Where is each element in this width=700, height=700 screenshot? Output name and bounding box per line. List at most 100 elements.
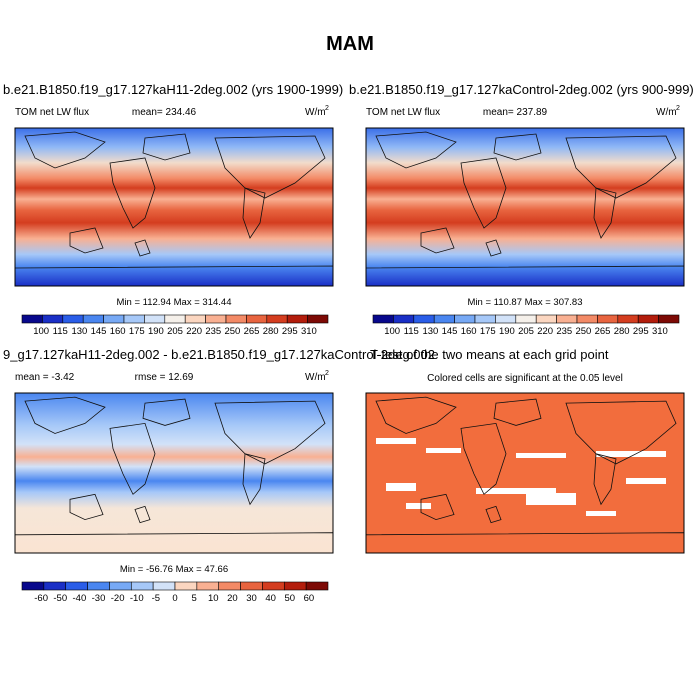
colorbar-label: 145	[442, 326, 458, 337]
colorbar-label: 160	[461, 326, 477, 337]
colorbar-label: 100	[384, 326, 400, 337]
coastline	[109, 422, 156, 495]
non-significant-cell	[526, 493, 576, 505]
colorbar-label: 60	[304, 593, 315, 604]
non-significant-cell	[426, 448, 461, 453]
colorbar-box	[21, 314, 43, 324]
colorbar-box	[305, 581, 329, 591]
colorbar-box	[103, 314, 125, 324]
colorbar-label: 50	[284, 593, 295, 604]
colorbar-label: 175	[129, 326, 145, 337]
colorbar-label: 5	[191, 593, 196, 604]
colorbar-label: -5	[152, 593, 160, 604]
colorbar-box	[184, 314, 206, 324]
colorbar-box	[495, 314, 517, 324]
colorbar-label: 295	[633, 326, 649, 337]
panel-left-label: mean = -3.42	[15, 372, 75, 383]
figure-title: MAM	[326, 33, 374, 55]
coastline	[69, 227, 104, 254]
colorbar-label: 115	[53, 326, 68, 337]
colorbar-box	[144, 314, 166, 324]
min-max-label: Min = -56.76 Max = 47.66	[120, 564, 228, 575]
colorbar-label: 205	[167, 326, 183, 337]
colorbar-box	[658, 314, 680, 324]
coastline	[109, 157, 156, 229]
colorbar-box	[205, 314, 227, 324]
coastline	[375, 131, 457, 169]
coastline	[565, 135, 677, 199]
colorbar-label: 310	[652, 326, 668, 337]
coastline	[142, 133, 191, 161]
units-superscript: 2	[325, 370, 329, 377]
colorbar-label: 280	[263, 326, 279, 337]
map-field	[366, 128, 684, 286]
panel-left-label: TOM net LW flux	[15, 107, 89, 118]
colorbar-label: 295	[282, 326, 298, 337]
units-superscript: 2	[325, 105, 329, 112]
map-field	[15, 393, 333, 553]
colorbar-box	[266, 314, 288, 324]
colorbar-label: 30	[246, 593, 257, 604]
units: W/m	[305, 107, 326, 118]
panel-center-label: mean= 237.89	[483, 107, 548, 118]
colorbar-box	[393, 314, 415, 324]
colorbar-label: 235	[205, 326, 221, 337]
colorbar-box	[597, 314, 619, 324]
units: W/m	[656, 107, 677, 118]
colorbar-label: 205	[518, 326, 534, 337]
colorbar-box	[283, 581, 307, 591]
map-frame	[365, 392, 685, 554]
colorbar-box	[152, 581, 176, 591]
coastline	[134, 239, 151, 257]
units-superscript: 2	[676, 105, 680, 112]
non-significant-cell	[626, 478, 666, 484]
coastline	[214, 400, 326, 465]
coastline	[134, 505, 151, 524]
colorbar-label: 250	[575, 326, 591, 337]
coastline	[375, 396, 457, 434]
colorbar-label: -10	[130, 593, 144, 604]
colorbar-label: 220	[186, 326, 202, 337]
colorbar-label: 265	[244, 326, 260, 337]
map-field	[15, 128, 333, 286]
non-significant-cell	[516, 453, 566, 458]
panel-heading: b.e21.B1850.f19_g17.127kaH11-2deg.002 (y…	[3, 82, 343, 97]
coastline	[214, 135, 326, 199]
coastline	[420, 493, 455, 521]
coastline	[460, 422, 507, 495]
colorbar-box	[43, 581, 67, 591]
coastline	[493, 398, 542, 426]
colorbar-box	[218, 581, 241, 591]
colorbar-label: -30	[92, 593, 106, 604]
min-max-label: Min = 110.87 Max = 307.83	[468, 297, 583, 308]
colorbar-box	[474, 314, 496, 324]
non-significant-cell	[476, 488, 556, 494]
min-max-label: Min = 112.94 Max = 314.44	[117, 297, 232, 308]
colorbar-box	[286, 314, 308, 324]
colorbar-label: 20	[227, 593, 238, 604]
colorbar-box	[576, 314, 598, 324]
colorbar-box	[515, 314, 537, 324]
coastline	[565, 400, 677, 465]
colorbar-box	[454, 314, 476, 324]
colorbar-box	[262, 581, 285, 591]
coastline	[420, 227, 455, 254]
colorbar-label: 130	[422, 326, 438, 337]
colorbar-box	[535, 314, 557, 324]
colorbar-label: -60	[34, 593, 48, 604]
colorbar-box	[65, 581, 88, 591]
non-significant-cell	[376, 438, 416, 444]
colorbar-box	[42, 314, 64, 324]
colorbar-label: 190	[499, 326, 515, 337]
colorbar-box	[21, 581, 45, 591]
colorbar-label: 100	[33, 326, 49, 337]
colorbar-box	[637, 314, 659, 324]
coastline	[485, 505, 502, 524]
colorbar-label: 280	[614, 326, 630, 337]
colorbar-box	[556, 314, 578, 324]
coastline	[460, 157, 507, 229]
coastline	[593, 453, 617, 506]
colorbar-label: 250	[224, 326, 240, 337]
panel-center-label: rmse = 12.69	[135, 372, 194, 383]
colorbar-label: 115	[404, 326, 419, 337]
